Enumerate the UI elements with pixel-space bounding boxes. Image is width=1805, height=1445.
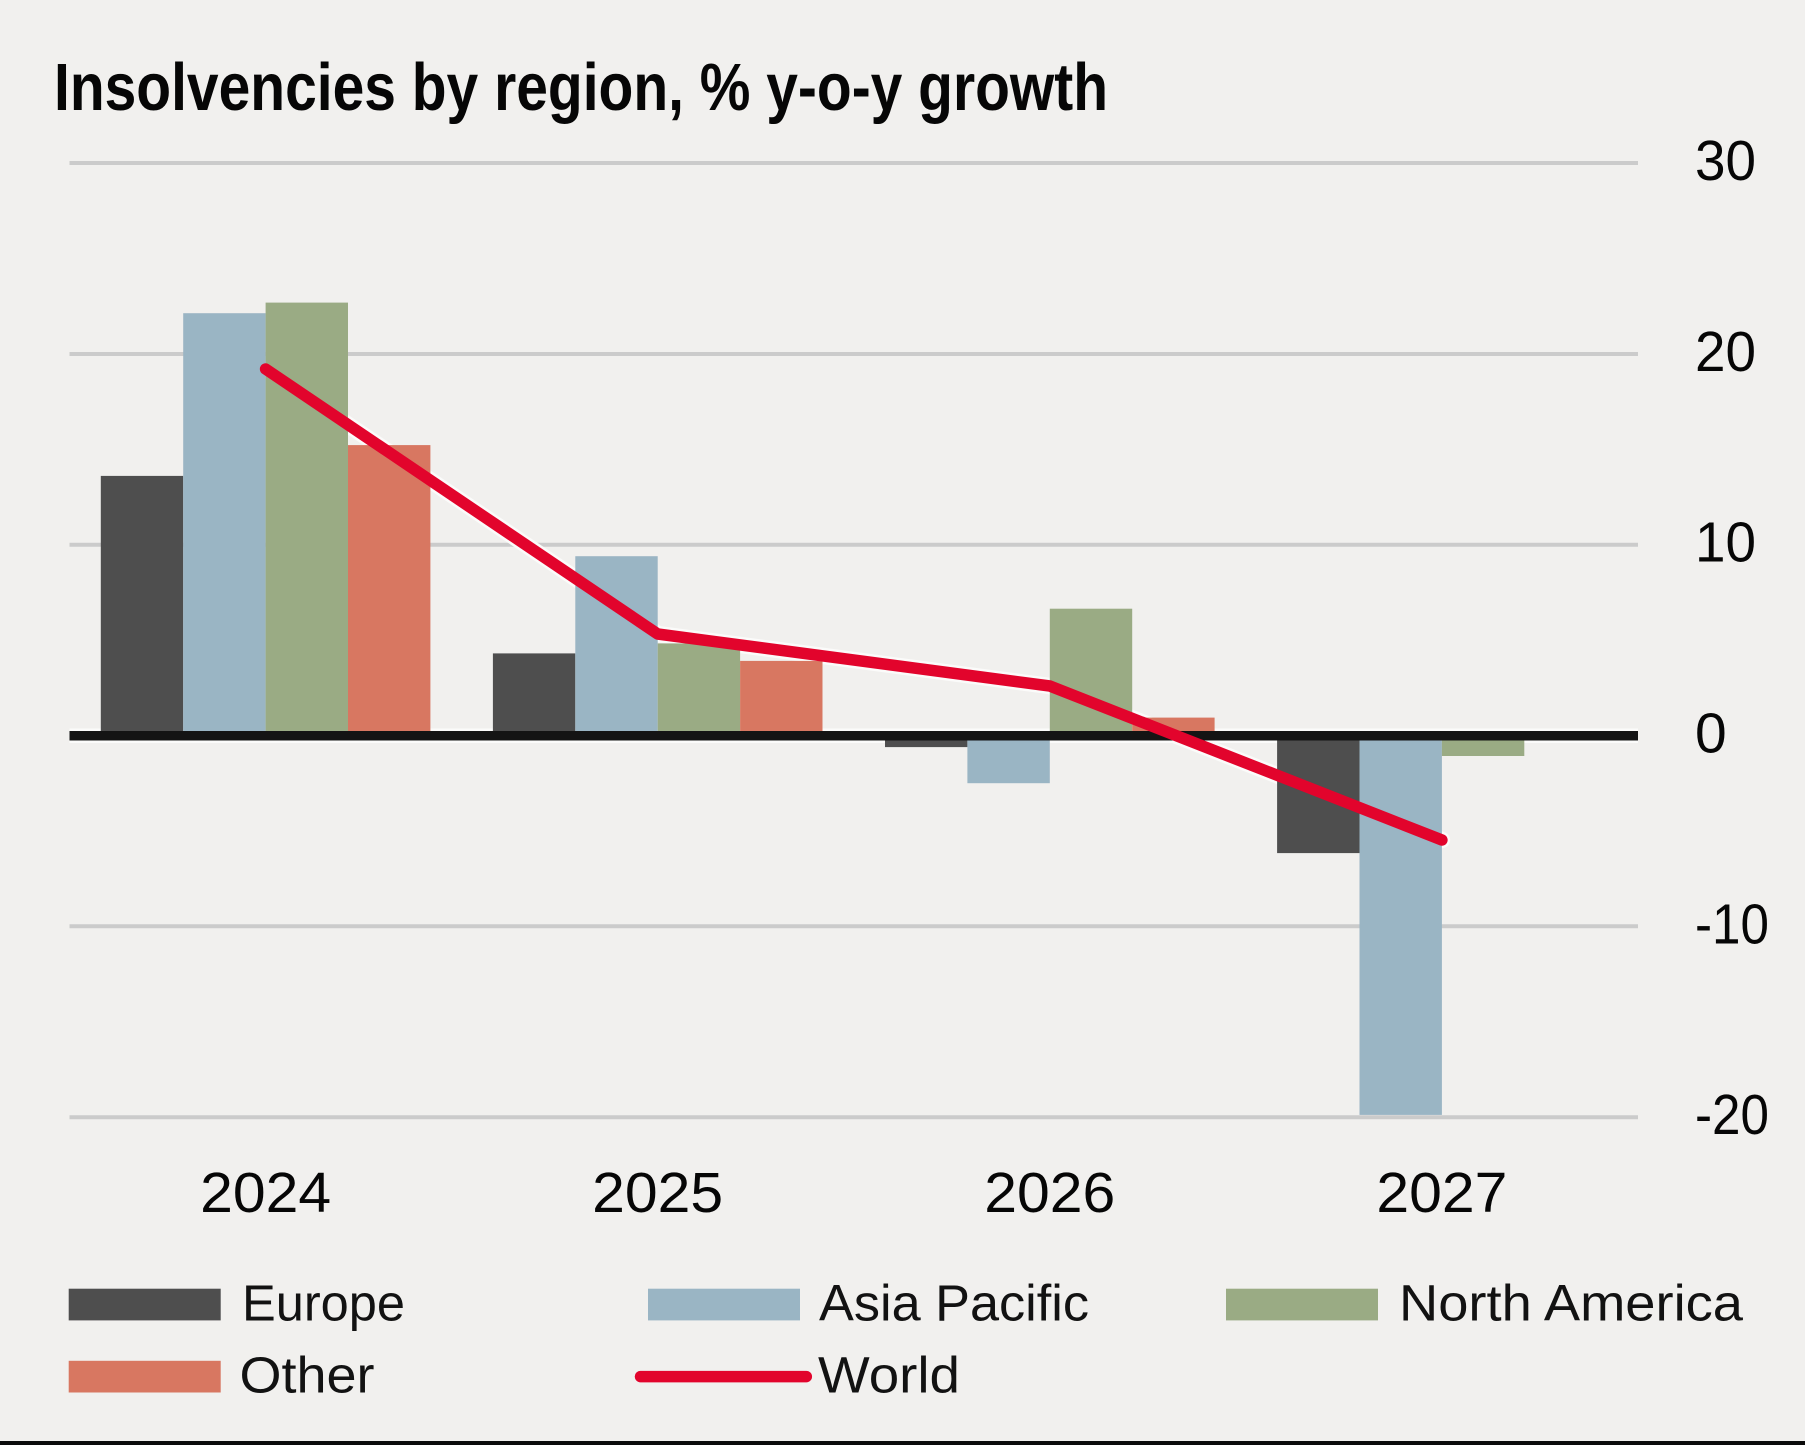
svg-text:North America: North America bbox=[1399, 1274, 1744, 1331]
svg-text:Europe: Europe bbox=[242, 1274, 405, 1331]
svg-text:2024: 2024 bbox=[200, 1161, 331, 1225]
svg-text:0: 0 bbox=[1695, 702, 1727, 766]
svg-text:30: 30 bbox=[1695, 129, 1756, 193]
svg-text:2025: 2025 bbox=[592, 1161, 723, 1225]
svg-text:-10: -10 bbox=[1695, 892, 1769, 956]
svg-text:-20: -20 bbox=[1695, 1083, 1769, 1147]
svg-text:World: World bbox=[818, 1347, 960, 1404]
svg-text:2026: 2026 bbox=[984, 1161, 1115, 1225]
svg-text:Other: Other bbox=[240, 1347, 375, 1404]
svg-text:2027: 2027 bbox=[1376, 1161, 1507, 1225]
svg-text:10: 10 bbox=[1695, 511, 1756, 575]
svg-text:Asia Pacific: Asia Pacific bbox=[819, 1274, 1089, 1331]
svg-text:20: 20 bbox=[1695, 320, 1756, 384]
svg-text:Insolvencies by region, % y-o-: Insolvencies by region, % y-o-y growth bbox=[54, 50, 1108, 125]
